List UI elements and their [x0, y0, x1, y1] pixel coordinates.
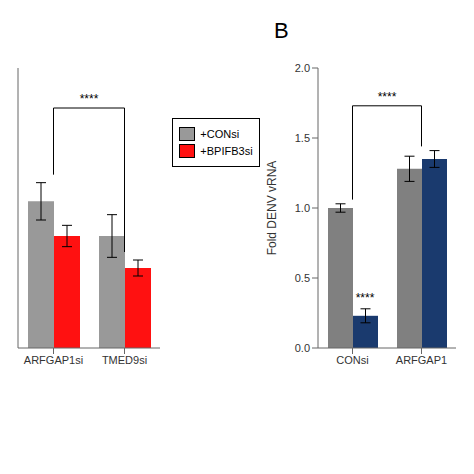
svg-text:1.0: 1.0	[295, 202, 310, 214]
svg-text:Fold DENV vRNA: Fold DENV vRNA	[265, 161, 279, 256]
svg-text:****: ****	[356, 291, 375, 305]
svg-text:TMED9si: TMED9si	[102, 354, 147, 366]
svg-text:0.5: 0.5	[295, 272, 310, 284]
svg-text:1.5: 1.5	[295, 132, 310, 144]
html-text:B: B	[274, 18, 289, 43]
html-text:+BPIFB3si: +BPIFB3si	[200, 145, 253, 157]
svg-text:CONsi: CONsi	[336, 354, 368, 366]
html-text:+CONsi: +CONsi	[200, 128, 240, 140]
svg-text:ARFGAP1: ARFGAP1	[396, 354, 447, 366]
svg-text:0.0: 0.0	[295, 342, 310, 354]
svg-text:****: ****	[378, 90, 397, 104]
svg-text:****: ****	[80, 92, 99, 106]
svg-text:ARFGAP1si: ARFGAP1si	[24, 354, 83, 366]
svg-text:2.0: 2.0	[295, 62, 310, 74]
